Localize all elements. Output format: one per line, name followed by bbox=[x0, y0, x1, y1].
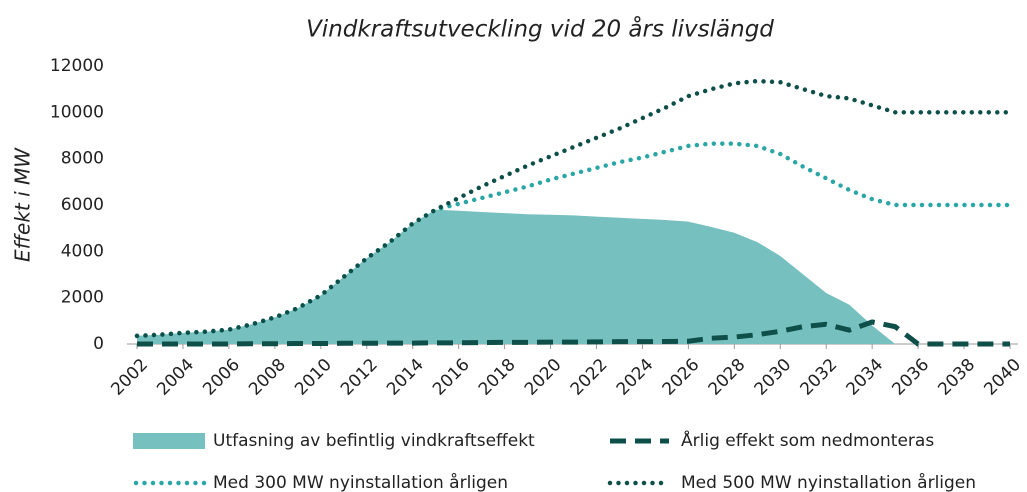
x-tick-label: 2038 bbox=[934, 355, 979, 400]
y-tick-label: 0 bbox=[93, 334, 104, 354]
y-tick-label: 10000 bbox=[50, 102, 104, 122]
y-axis-label: Effekt i MW bbox=[11, 147, 35, 262]
y-tick-label: 4000 bbox=[61, 241, 104, 261]
x-tick-label: 2018 bbox=[475, 355, 520, 400]
line bbox=[134, 78, 1013, 339]
legend-label: Med 300 MW nyinstallation årligen bbox=[213, 472, 508, 492]
x-tick-label: 2012 bbox=[337, 355, 382, 400]
legend-swatch bbox=[133, 433, 205, 449]
x-tick-label: 2034 bbox=[842, 355, 887, 400]
x-tick-label: 2010 bbox=[291, 355, 336, 400]
x-tick-label: 2028 bbox=[705, 355, 750, 400]
x-tick-label: 2006 bbox=[199, 355, 244, 400]
legend-label: Med 500 MW nyinstallation årligen bbox=[681, 472, 976, 492]
x-tick-label: 2014 bbox=[383, 355, 428, 400]
y-tick-label: 6000 bbox=[61, 195, 104, 215]
x-tick-label: 2016 bbox=[429, 355, 474, 400]
x-tick-label: 2026 bbox=[659, 355, 704, 400]
area bbox=[137, 209, 896, 344]
x-tick-label: 2002 bbox=[107, 355, 152, 400]
x-tick-label: 2008 bbox=[245, 355, 290, 400]
x-tick-label: 2040 bbox=[980, 355, 1025, 400]
line bbox=[137, 319, 1010, 347]
y-tick-label: 8000 bbox=[61, 149, 104, 169]
x-tick-label: 2022 bbox=[567, 355, 612, 400]
x-tick-label: 2030 bbox=[751, 355, 796, 400]
legend-label: Utfasning av befintlig vindkraftseffekt bbox=[213, 431, 535, 451]
x-tick-label: 2024 bbox=[613, 355, 658, 400]
line bbox=[134, 141, 1013, 339]
x-tick-label: 2036 bbox=[888, 355, 933, 400]
chart-title: Vindkraftsutveckling vid 20 års livsläng… bbox=[306, 15, 774, 43]
x-tick-label: 2032 bbox=[797, 355, 842, 400]
y-tick-label: 2000 bbox=[61, 288, 104, 308]
x-tick-label: 2004 bbox=[153, 355, 198, 400]
legend-label: Årlig effekt som nedmonteras bbox=[681, 429, 934, 451]
x-tick-label: 2020 bbox=[521, 355, 566, 400]
y-tick-label: 12000 bbox=[50, 56, 104, 76]
